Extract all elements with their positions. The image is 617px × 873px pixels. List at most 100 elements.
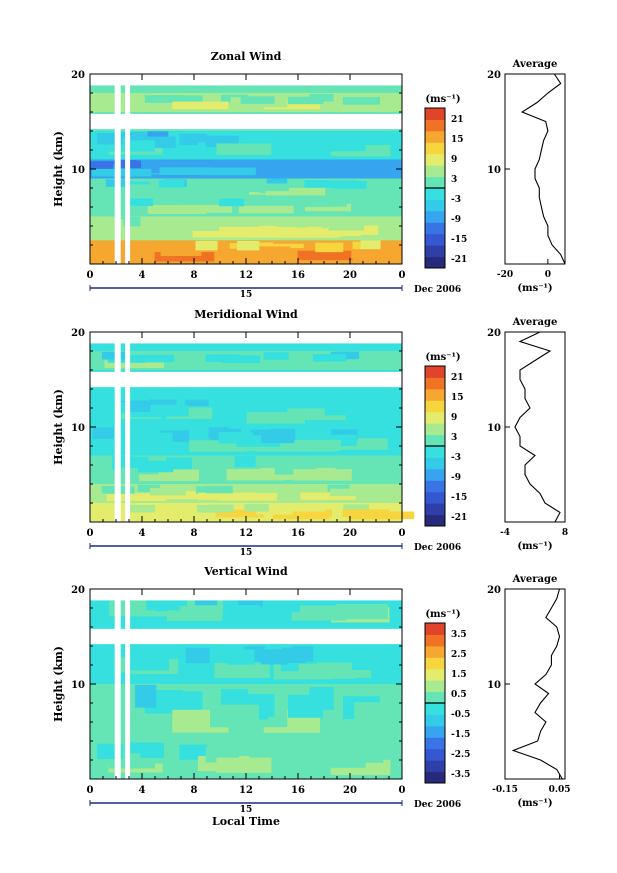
colorbar-segment (425, 668, 445, 681)
heatmap-patch (260, 649, 288, 665)
heatmap-patch (124, 132, 148, 144)
average-x-tick-label: -20 (497, 270, 513, 280)
colorbar-segment (425, 130, 445, 143)
data-gap-band (90, 628, 402, 645)
x-tick-label: 0 (399, 270, 406, 281)
colorbar-tick-label: 21 (451, 373, 464, 383)
heatmap-patch (157, 356, 200, 365)
heatmap-patch (195, 240, 218, 251)
heatmap-patch (297, 250, 353, 261)
heatmap-patch (342, 97, 381, 105)
heatmap-patch (270, 428, 296, 441)
heatmap-patch (92, 427, 114, 439)
x-tick-label: 0 (399, 528, 406, 539)
y-axis-label: Height (km) (52, 646, 65, 722)
heatmap-patch (335, 464, 382, 477)
month-label: Dec 2006 (414, 543, 461, 553)
colorbar-tick-label: -21 (451, 513, 467, 523)
colorbar-segment (425, 491, 445, 504)
x-tick-label: 20 (343, 270, 357, 281)
colorbar-segment (425, 434, 445, 447)
heatmap-patch (221, 355, 261, 363)
heatmap-patch (159, 167, 213, 175)
x-tick-label: 4 (139, 270, 146, 281)
heatmap-patch (108, 140, 155, 152)
y-tick-label: 10 (71, 680, 85, 691)
colorbar-segment (425, 165, 445, 178)
colorbar-tick-label: 3.5 (451, 630, 467, 640)
heatmap-patch (304, 199, 333, 207)
x-tick-label: 4 (139, 785, 146, 796)
heatmap-patch (287, 694, 324, 718)
y-axis-label: Height (km) (52, 131, 65, 207)
heatmap-patch (97, 402, 128, 414)
colorbar-segment (425, 446, 445, 458)
heatmap-patch (137, 484, 160, 493)
colorbar-segment (425, 233, 445, 246)
average-y-tick-label: 10 (487, 423, 501, 434)
colorbar: 21 15 9 3 -3 -9 -15 -21 (424, 107, 467, 269)
heatmap-patch (352, 490, 400, 499)
heatmap-patch (232, 406, 274, 418)
colorbar-segment (425, 623, 445, 635)
x-axis-label: Local Time (212, 815, 280, 828)
x-tick-label: 12 (239, 785, 253, 796)
colorbar-segment (425, 657, 445, 670)
x-tick-label: 0 (399, 785, 406, 796)
heatmap-patch (328, 221, 365, 231)
heatmap-patch (201, 167, 256, 176)
heatmap-patch (249, 246, 291, 256)
x-tick-label: 20 (343, 528, 357, 539)
colorbar-tick-label: -3 (451, 195, 461, 205)
average-y-tick-label: 20 (487, 70, 501, 81)
heatmap-patch (101, 351, 126, 360)
colorbar-tick-label: -0.5 (451, 710, 470, 720)
colorbar-segment (425, 480, 445, 493)
colorbar-tick-label: 1.5 (451, 670, 467, 680)
heatmap-patch (360, 240, 381, 250)
heatmap-patch (266, 178, 288, 187)
colorbar-tick-label: -21 (451, 255, 467, 265)
heatmap-patch (324, 404, 361, 416)
heatmap-patch (128, 400, 154, 412)
average-profile-line (511, 588, 563, 780)
heatmap-patch (236, 240, 260, 251)
heatmap-patch (291, 164, 334, 173)
x-tick-label: 16 (291, 270, 305, 281)
panel-title: Zonal Wind (211, 50, 282, 63)
colorbar-tick-label: -3.5 (451, 770, 470, 780)
colorbar-tick-label: 9 (451, 155, 457, 165)
colorbar-segment (425, 771, 445, 784)
colorbar-segment (425, 503, 445, 516)
colorbar: 3.5 2.5 1.5 0.5 -0.5 -1.5 -2.5 -3.5 (424, 622, 470, 784)
colorbar-unit-label: (ms⁻¹) (425, 609, 460, 620)
heatmap-patch (136, 432, 173, 444)
heatmap-patch (104, 360, 164, 369)
colorbar-tick-label: -9 (451, 215, 461, 225)
heatmap-patch (208, 427, 229, 439)
heatmap-patch (129, 198, 153, 207)
heatmap-patch (342, 509, 390, 518)
heatmap-patch (139, 136, 176, 148)
heatmap-patch (265, 187, 326, 196)
average-x-tick-label: 8 (562, 528, 568, 538)
average-x-label: (ms⁻¹) (517, 283, 552, 294)
heatmap-patch (184, 508, 230, 517)
heatmap-patch (172, 95, 203, 104)
colorbar-segment (425, 691, 445, 704)
average-title: Average (512, 574, 558, 585)
colorbar-segment (425, 423, 445, 436)
average-title: Average (512, 59, 558, 70)
heatmap-patch (320, 199, 347, 207)
heatmap-patch (116, 246, 157, 256)
average-x-tick-label: 0 (545, 270, 551, 280)
heatmap-patch (138, 354, 175, 363)
heatmap-patch (127, 504, 156, 513)
heatmap-field (90, 332, 415, 522)
data-gap-column (114, 74, 121, 264)
heatmap-patch (205, 485, 233, 494)
colorbar-segment (425, 634, 445, 647)
heatmap-patch (300, 492, 356, 501)
heatmap-patch (186, 221, 225, 232)
y-tick-label: 20 (71, 585, 85, 596)
